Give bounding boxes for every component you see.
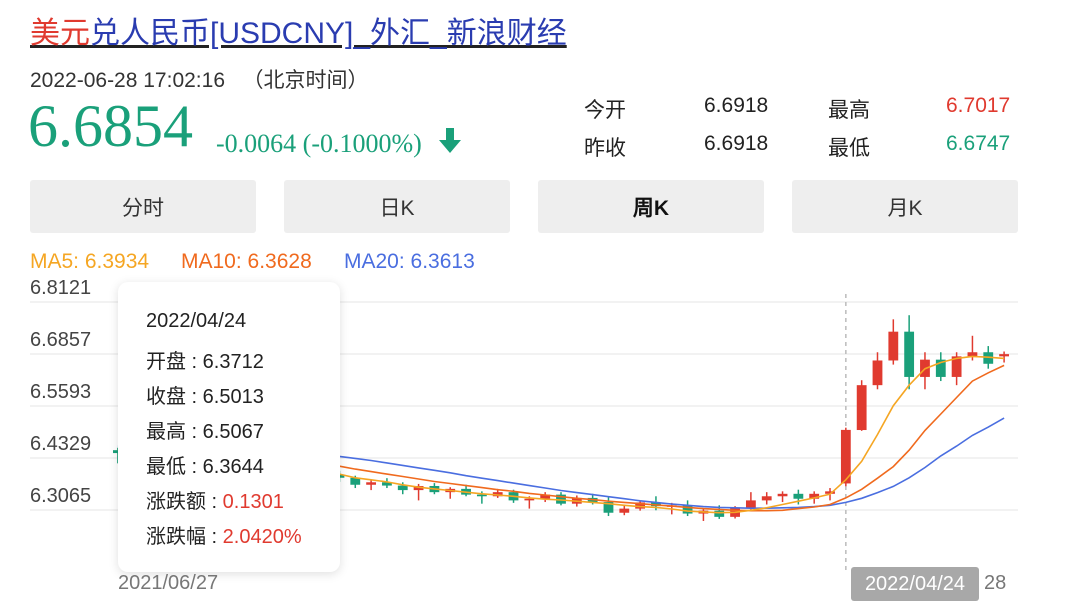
tooltip-change-label: 涨跌额 :	[146, 491, 223, 513]
tooltip-change-value: 0.1301	[222, 491, 284, 513]
candle-body	[809, 493, 820, 499]
tab-daily-k[interactable]: 日K	[284, 180, 510, 233]
candle-body	[350, 477, 361, 485]
ma5-legend: MA5: 6.3934	[30, 250, 150, 273]
candle-body	[840, 429, 851, 484]
candle-body	[888, 331, 899, 361]
period-tabs: 分时 日K 周K 月K	[30, 180, 1018, 233]
title-currency: 美元	[30, 17, 90, 50]
y-tick-label: 6.6857	[30, 329, 91, 351]
candle-body	[413, 485, 424, 491]
tooltip-open: 开盘 : 6.3712	[146, 351, 264, 373]
candle-body	[793, 493, 804, 499]
candle-body	[540, 494, 551, 499]
candle-body	[745, 500, 756, 508]
datetime-value: 2022-06-28 17:02:16	[30, 69, 225, 92]
tooltip-close: 收盘 : 6.5013	[146, 386, 264, 408]
candle-body	[935, 359, 946, 377]
candle-body	[603, 502, 614, 513]
candle-body	[366, 482, 377, 485]
y-tick-label: 6.8121	[30, 280, 91, 299]
candle-tooltip: 2022/04/24 开盘 : 6.3712 收盘 : 6.5013 最高 : …	[118, 282, 340, 572]
candle-body	[856, 385, 867, 431]
timezone-label: （北京时间）	[242, 69, 369, 92]
candle-body	[983, 352, 994, 364]
x-label-end: 28	[984, 572, 1007, 594]
candle-body	[904, 331, 915, 377]
candle-body	[682, 505, 693, 514]
candle-body	[999, 354, 1009, 357]
candle-body	[382, 482, 392, 486]
stat-low-label: 最低	[828, 137, 870, 160]
stat-prev-close-value: 6.6918	[704, 132, 769, 155]
current-price: 6.6854	[28, 93, 193, 159]
candle-body	[714, 510, 725, 517]
candle-body	[113, 450, 123, 454]
down-arrow-icon	[439, 128, 462, 153]
ma10-legend: MA10: 6.3628	[181, 250, 312, 273]
candle-body	[825, 491, 835, 494]
candle-body	[951, 356, 962, 377]
candle-body	[777, 493, 788, 497]
tooltip-change: 涨跌额 : 0.1301	[146, 485, 284, 514]
x-label-start: 2021/06/27	[118, 572, 219, 594]
candle-body	[524, 498, 535, 501]
price-change-value: -0.0064 (-0.1000%)	[216, 129, 422, 158]
candle-body	[872, 360, 883, 386]
page-title[interactable]: 美元兑人民币[USDCNY]_外汇_新浪财经	[30, 8, 567, 52]
candle-body	[556, 494, 566, 504]
quote-datetime: 2022-06-28 17:02:16 （北京时间）	[30, 64, 369, 94]
candle-body	[761, 496, 772, 501]
candle-body	[619, 508, 630, 513]
candle-body	[476, 494, 487, 497]
tooltip-high: 最高 : 6.5067	[146, 421, 264, 443]
stat-open-label: 今开	[584, 99, 626, 122]
y-tick-label: 6.3065	[30, 485, 91, 507]
tooltip-low: 最低 : 6.3644	[146, 456, 264, 478]
stat-open-value: 6.6918	[704, 94, 769, 117]
tab-monthly-k[interactable]: 月K	[792, 180, 1018, 233]
candle-body	[397, 485, 408, 491]
y-tick-label: 6.4329	[30, 433, 91, 455]
title-text: 兑人民币[USDCNY]_外汇_新浪财经	[90, 17, 567, 50]
stat-high-value: 6.7017	[946, 94, 1011, 117]
candle-body	[967, 352, 978, 357]
stat-high-label: 最高	[828, 99, 870, 122]
tooltip-pct: 涨跌幅 : 2.0420%	[146, 520, 302, 549]
tooltip-pct-label: 涨跌幅 :	[146, 526, 223, 548]
stat-prev-close-label: 昨收	[584, 137, 626, 160]
tab-weekly-k[interactable]: 周K	[538, 180, 764, 233]
candle-body	[635, 502, 646, 509]
ma20-legend: MA20: 6.3613	[344, 250, 475, 273]
price-change: -0.0064 (-0.1000%)	[216, 128, 462, 159]
stat-low-value: 6.6747	[946, 132, 1011, 155]
tab-intraday[interactable]: 分时	[30, 180, 256, 233]
y-tick-label: 6.5593	[30, 381, 91, 403]
tooltip-date: 2022/04/24	[146, 310, 247, 332]
tooltip-pct-value: 2.0420%	[222, 526, 302, 548]
x-crosshair-label: 2022/04/24	[851, 567, 979, 601]
